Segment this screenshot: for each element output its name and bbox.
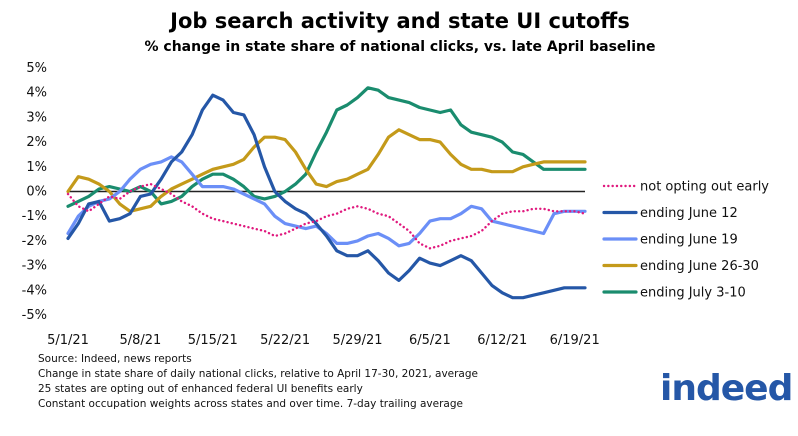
x-tick-label: 6/5/21 [409, 333, 451, 348]
x-tick-label: 6/12/21 [477, 333, 527, 348]
x-tick-label: 5/8/21 [119, 333, 161, 348]
y-tick-label: 5% [26, 61, 47, 76]
chart-title: Job search activity and state UI cutoffs [168, 9, 630, 33]
y-tick-label: 4% [26, 86, 47, 101]
x-tick-label: 5/1/21 [47, 333, 89, 348]
y-tick-label: 0% [26, 185, 47, 200]
y-tick-label: -3% [22, 259, 47, 274]
legend-label: ending June 26-30 [640, 259, 759, 274]
legend-label: not opting out early [640, 180, 769, 195]
note-line: Source: Indeed, news reports [38, 353, 192, 365]
x-tick-label: 6/19/21 [550, 333, 600, 348]
note-line: Constant occupation weights across state… [38, 398, 463, 410]
y-tick-label: -2% [22, 234, 47, 249]
y-tick-label: -5% [22, 308, 47, 323]
legend-label: ending July 3-10 [640, 286, 746, 301]
y-tick-label: 2% [26, 135, 47, 150]
series-line-ending-july-3-10 [66, 86, 587, 208]
note-line: Change in state share of daily national … [38, 368, 478, 380]
series-line-ending-june-12 [66, 93, 587, 300]
x-tick-label: 5/15/21 [188, 333, 238, 348]
x-tick-label: 5/29/21 [332, 333, 382, 348]
indeed-logo: indeed [660, 368, 793, 409]
y-tick-label: 3% [26, 110, 47, 125]
series-line-not-opting-out-early [66, 182, 587, 250]
source-note: Source: Indeed, news reports Change in s… [38, 352, 478, 412]
y-tick-label: -1% [22, 209, 47, 224]
legend-label: ending June 19 [640, 233, 738, 248]
note-line: 25 states are opting out of enhanced fed… [38, 383, 363, 395]
chart-subtitle: % change in state share of national clic… [145, 39, 656, 55]
y-tick-label: 1% [26, 160, 47, 175]
logo-text: indeed [660, 368, 793, 409]
series-line-ending-june-26-30 [66, 128, 587, 213]
legend-label: ending June 12 [640, 206, 738, 221]
y-tick-label: -4% [22, 283, 47, 298]
x-tick-label: 5/22/21 [260, 333, 310, 348]
